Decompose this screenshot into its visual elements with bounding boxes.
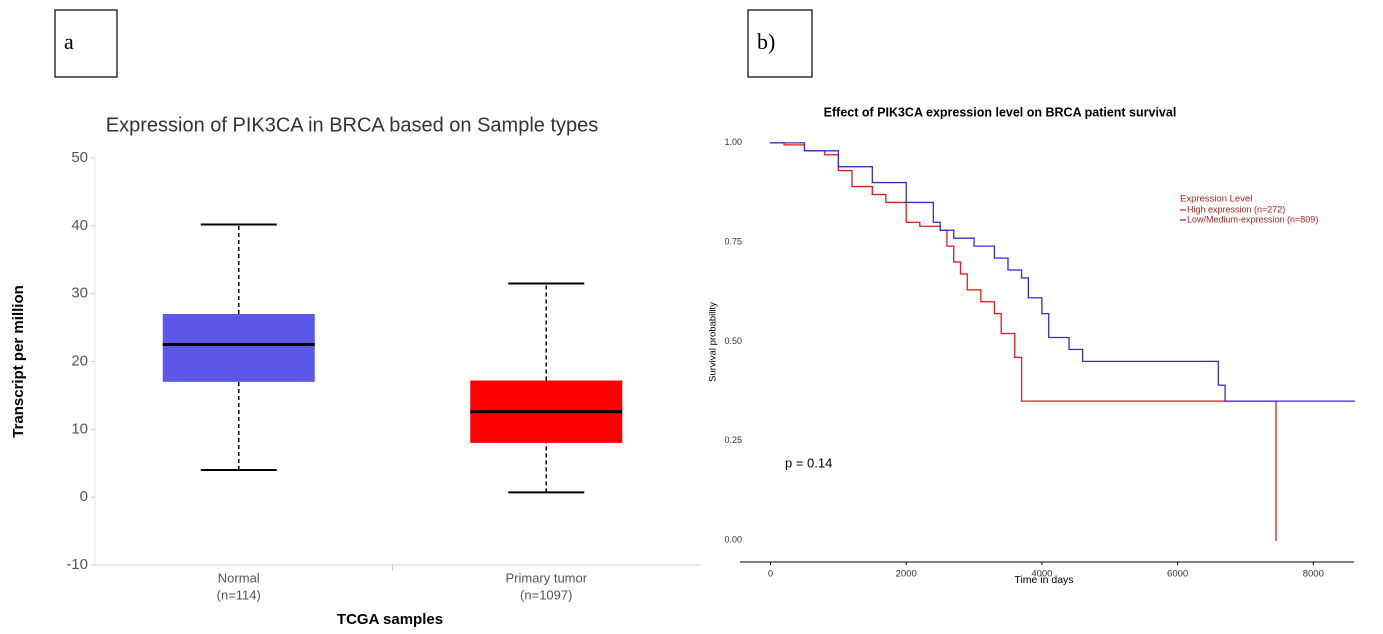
- legend-label: High expression (n=272): [1187, 204, 1285, 214]
- box: [162, 314, 315, 382]
- y-tick-label: 0.75: [724, 237, 742, 247]
- y-tick-label: 0.50: [724, 336, 742, 346]
- x-tick-label: 6000: [1167, 569, 1188, 580]
- y-tick-label: 0.25: [724, 435, 742, 445]
- y-tick-label: 0: [80, 488, 88, 505]
- x-tick-label: 4000: [1031, 569, 1052, 580]
- y-axis-label: Survival probability: [708, 302, 719, 382]
- chart-title: Effect of PIK3CA expression level on BRC…: [824, 105, 1177, 119]
- legend-label: Low/Medium-expression (n=809): [1187, 214, 1318, 224]
- x-axis-label: Time in days: [1014, 574, 1073, 586]
- y-axis-label: Transcript per million: [10, 285, 27, 438]
- x-tick-label: 2000: [896, 569, 917, 580]
- y-tick-label: 50: [71, 149, 88, 166]
- y-tick-label: 40: [71, 217, 88, 234]
- annotation: p = 0.14: [785, 455, 832, 470]
- x-tick-label: 0: [768, 569, 773, 580]
- x-tick-label: Primary tumor: [505, 570, 587, 585]
- y-tick-label: 20: [71, 352, 88, 369]
- x-tick-note: (n=114): [217, 587, 261, 602]
- x-axis-label: TCGA samples: [337, 611, 443, 628]
- y-tick-label: 0.00: [724, 535, 742, 545]
- legend-title: Expression Level: [1180, 194, 1252, 205]
- chart-title: Expression of PIK3CA in BRCA based on Sa…: [106, 114, 599, 136]
- panel-box: [54, 9, 118, 78]
- x-tick-label: Normal: [218, 570, 260, 585]
- panel-box: [747, 9, 813, 78]
- panel-label: a: [64, 29, 74, 54]
- y-tick-label: 10: [71, 420, 88, 437]
- y-tick-label: -10: [66, 556, 88, 573]
- y-tick-label: 1.00: [724, 137, 742, 147]
- panel-label: b): [757, 29, 775, 54]
- x-tick-note: (n=1097): [520, 587, 572, 602]
- x-tick-label: 8000: [1303, 569, 1324, 580]
- y-tick-label: 30: [71, 285, 88, 302]
